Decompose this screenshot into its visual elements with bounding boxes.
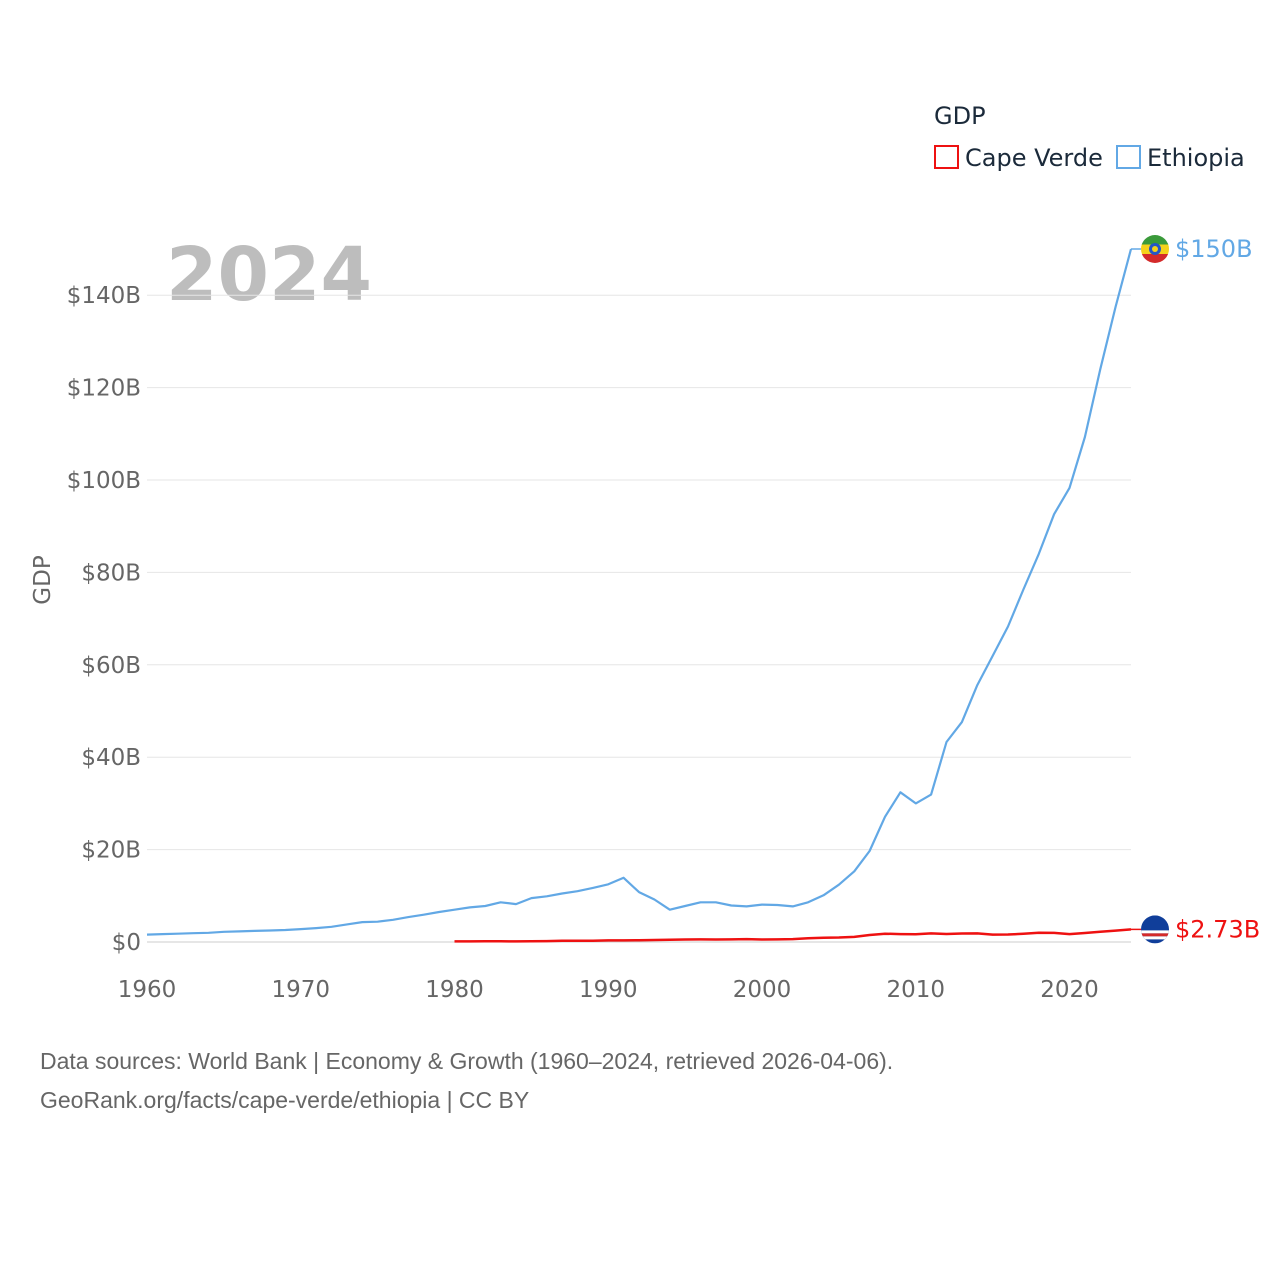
- series-line-cape-verde[interactable]: [454, 928, 1132, 943]
- y-axis-ticks: $0 $20B $40B $60B $80B $100B $120B $140B: [67, 283, 141, 956]
- series-line-ethiopia[interactable]: [146, 248, 1133, 936]
- y-tick-label: $140B: [67, 283, 141, 309]
- data-source-footer: Data sources: World Bank | Economy & Gro…: [40, 1042, 893, 1120]
- year-watermark: 2024: [166, 232, 372, 318]
- x-axis-ticks: 1960 1970 1980 1990 2000 2010 2020: [118, 977, 1099, 1003]
- y-tick-label: $100B: [67, 468, 141, 494]
- y-tick-label: $20B: [81, 838, 141, 864]
- ethiopia-end-value: $150B: [1175, 235, 1253, 263]
- gdp-line-chart: GDP Cape Verde Ethiopia 2024 GDP $0$20B$…: [30, 102, 1260, 1003]
- legend-title: GDP: [934, 102, 986, 130]
- ethiopia-flag-icon: [1141, 235, 1169, 263]
- legend: GDP Cape Verde Ethiopia: [934, 102, 1245, 172]
- cape-verde-end-value: $2.73B: [1175, 915, 1260, 943]
- x-tick-label: 1960: [118, 977, 177, 1003]
- y-tick-label: $80B: [81, 560, 141, 586]
- x-tick-label: 1980: [425, 977, 484, 1003]
- legend-swatch-cape-verde[interactable]: [934, 145, 959, 169]
- legend-label-ethiopia[interactable]: Ethiopia: [1147, 144, 1245, 172]
- footer-attribution-line[interactable]: GeoRank.org/facts/cape-verde/ethiopia | …: [40, 1087, 530, 1113]
- x-tick-label: 1990: [579, 977, 638, 1003]
- gridlines: [147, 294, 1131, 943]
- x-tick-label: 2000: [733, 977, 792, 1003]
- legend-label-cape-verde[interactable]: Cape Verde: [965, 144, 1103, 172]
- x-tick-label: 2010: [886, 977, 945, 1003]
- y-tick-label: $40B: [81, 745, 141, 771]
- series-lines: [146, 248, 1133, 943]
- cape-verde-flag-icon: [1141, 915, 1169, 944]
- x-tick-label: 1970: [271, 977, 330, 1003]
- cape-verde-end-marker: $2.73B: [1131, 915, 1260, 944]
- y-axis-title: GDP: [30, 555, 56, 605]
- footer-source-line: Data sources: World Bank | Economy & Gro…: [40, 1048, 894, 1074]
- ethiopia-end-marker: $150B: [1131, 235, 1253, 263]
- y-tick-label: $0: [112, 930, 141, 956]
- y-tick-label: $120B: [67, 376, 141, 402]
- legend-swatch-ethiopia[interactable]: [1116, 145, 1141, 169]
- y-tick-label: $60B: [81, 653, 141, 679]
- x-tick-label: 2020: [1040, 977, 1099, 1003]
